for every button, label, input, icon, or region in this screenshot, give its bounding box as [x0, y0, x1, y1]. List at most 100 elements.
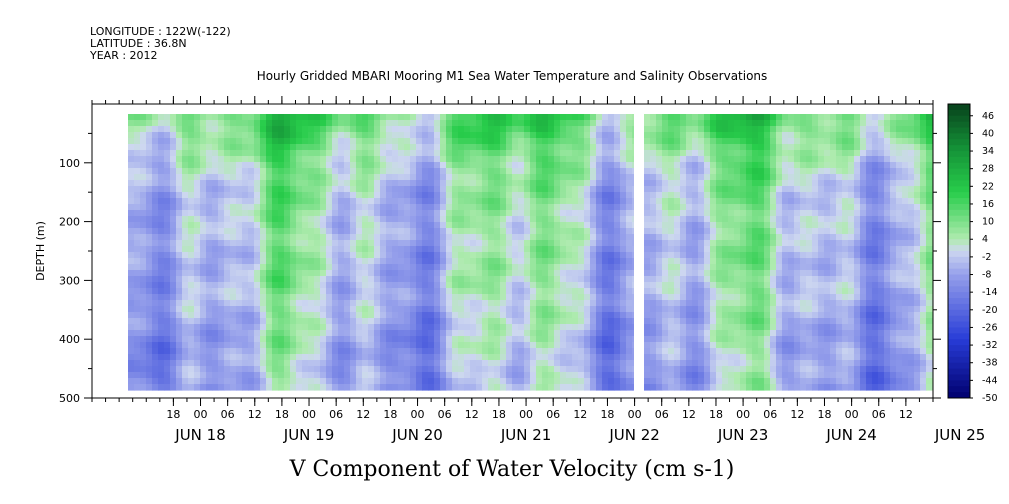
- heatmap-cell: [398, 180, 405, 187]
- heatmap-cell: [164, 258, 171, 265]
- heatmap-cell: [332, 234, 339, 241]
- heatmap-cell: [338, 318, 345, 325]
- heatmap-cell: [710, 384, 717, 391]
- heatmap-cell: [326, 174, 333, 181]
- heatmap-cell: [536, 318, 543, 325]
- heatmap-cell: [362, 210, 369, 217]
- heatmap-cell: [734, 222, 741, 229]
- heatmap-cell: [254, 120, 261, 127]
- heatmap-cell: [344, 168, 351, 175]
- heatmap-cell: [740, 264, 747, 271]
- heatmap-cell: [656, 174, 663, 181]
- heatmap-cell: [608, 168, 615, 175]
- heatmap-cell: [614, 138, 621, 145]
- heatmap-cell: [470, 120, 477, 127]
- heatmap-cell: [680, 234, 687, 241]
- heatmap-cell: [440, 150, 447, 157]
- heatmap-cell: [374, 360, 381, 367]
- heatmap-cell: [542, 306, 549, 313]
- heatmap-cell: [254, 360, 261, 367]
- heatmap-cell: [134, 198, 141, 205]
- heatmap-cell: [272, 282, 279, 289]
- heatmap-cell: [494, 234, 501, 241]
- heatmap-cell: [626, 366, 633, 373]
- heatmap-cell: [554, 216, 561, 223]
- heatmap-cell: [230, 366, 237, 373]
- heatmap-cell: [236, 342, 243, 349]
- heatmap-cell: [350, 348, 357, 355]
- heatmap-cell: [278, 342, 285, 349]
- heatmap-cell: [314, 282, 321, 289]
- heatmap-cell: [692, 378, 699, 385]
- heatmap-cell: [416, 300, 423, 307]
- heatmap-cell: [290, 198, 297, 205]
- heatmap-cell: [662, 132, 669, 139]
- heatmap-cell: [518, 276, 525, 283]
- heatmap-cell: [608, 246, 615, 253]
- heatmap-cell: [254, 174, 261, 181]
- heatmap-cell: [386, 288, 393, 295]
- heatmap-cell: [182, 264, 189, 271]
- heatmap-cell: [506, 288, 513, 295]
- heatmap-cell: [458, 216, 465, 223]
- heatmap-cell: [626, 132, 633, 139]
- heatmap-cell: [170, 342, 177, 349]
- heatmap-cell: [668, 234, 675, 241]
- heatmap-cell: [746, 384, 753, 391]
- heatmap-cell: [560, 336, 567, 343]
- heatmap-cell: [770, 294, 777, 301]
- heatmap-cell: [578, 180, 585, 187]
- heatmap-cell: [368, 180, 375, 187]
- heatmap-cell: [404, 150, 411, 157]
- heatmap-cell: [626, 384, 633, 391]
- heatmap-cell: [512, 318, 519, 325]
- heatmap-cell: [770, 282, 777, 289]
- heatmap-cell: [512, 372, 519, 379]
- heatmap-cell: [566, 162, 573, 169]
- heatmap-cell: [260, 366, 267, 373]
- heatmap-cell: [356, 198, 363, 205]
- heatmap-cell: [590, 384, 597, 391]
- heatmap-cell: [728, 264, 735, 271]
- heatmap-cell: [308, 264, 315, 271]
- heatmap-cell: [692, 210, 699, 217]
- heatmap-cell: [338, 210, 345, 217]
- heatmap-cell: [488, 330, 495, 337]
- heatmap-cell: [242, 348, 249, 355]
- heatmap-cell: [506, 252, 513, 259]
- heatmap-cell: [332, 342, 339, 349]
- heatmap-cell: [668, 144, 675, 151]
- heatmap-cell: [578, 372, 585, 379]
- heatmap-cell: [482, 354, 489, 361]
- heatmap-cell: [722, 258, 729, 265]
- heatmap-cell: [578, 354, 585, 361]
- heatmap-cell: [200, 132, 207, 139]
- heatmap-cell: [260, 288, 267, 295]
- heatmap-cell: [572, 294, 579, 301]
- heatmap-cell: [680, 246, 687, 253]
- heatmap-cell: [506, 120, 513, 127]
- heatmap-cell: [320, 180, 327, 187]
- heatmap-cell: [458, 312, 465, 319]
- heatmap-cell: [458, 294, 465, 301]
- heatmap-cell: [602, 144, 609, 151]
- heatmap-cell: [746, 156, 753, 163]
- heatmap-cell: [140, 222, 147, 229]
- heatmap-cell: [698, 288, 705, 295]
- heatmap-cell: [182, 156, 189, 163]
- heatmap-cell: [524, 132, 531, 139]
- heatmap-cell: [302, 300, 309, 307]
- heatmap-cell: [440, 306, 447, 313]
- heatmap-cell: [128, 318, 135, 325]
- heatmap-cell: [692, 336, 699, 343]
- heatmap-cell: [590, 144, 597, 151]
- heatmap-cell: [782, 162, 789, 169]
- heatmap-cell: [278, 162, 285, 169]
- heatmap-cell: [584, 228, 591, 235]
- heatmap-cell: [194, 180, 201, 187]
- heatmap-cell: [464, 342, 471, 349]
- heatmap-cell: [716, 384, 723, 391]
- heatmap-cell: [776, 132, 783, 139]
- heatmap-cell: [146, 300, 153, 307]
- heatmap-cell: [404, 348, 411, 355]
